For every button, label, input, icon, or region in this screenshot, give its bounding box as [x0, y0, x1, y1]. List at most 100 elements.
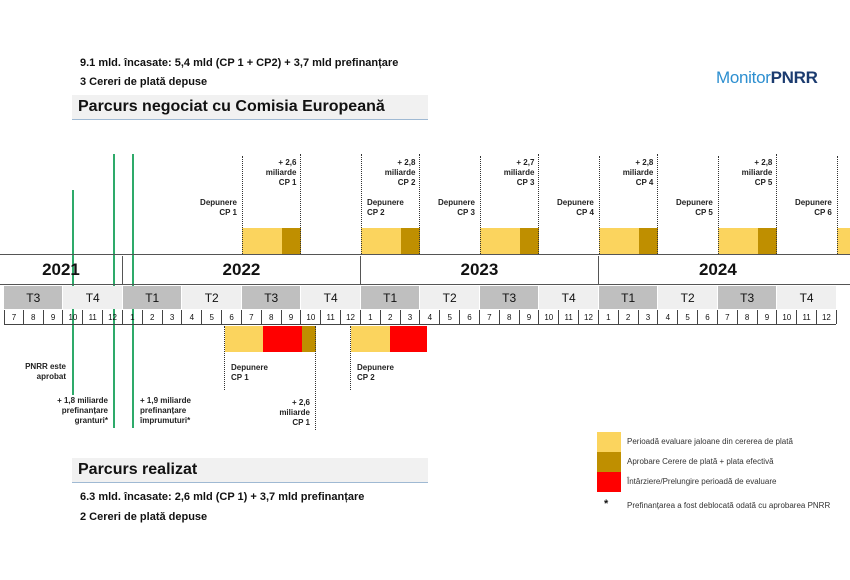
dotted-line — [598, 156, 600, 254]
month-cell: 5 — [678, 310, 699, 324]
month-cell: 6 — [698, 310, 718, 324]
month-cell: 2 — [619, 310, 639, 324]
month-cell: 9 — [44, 310, 64, 324]
planned-cp4-payment-label: + 2,8 miliarde CP 4 — [622, 158, 654, 187]
legend-label: Aprobare Cerere de plată + plata efectiv… — [627, 457, 774, 466]
planned-cp4-payment — [638, 228, 659, 254]
legend-label: Întârziere/Prelungire perioadă de evalua… — [627, 477, 777, 486]
legend-label: Perioadă evaluare jaloane din cererea de… — [627, 437, 793, 446]
logo-part2: PNRR — [770, 68, 818, 87]
dotted-line — [241, 156, 243, 254]
quarter-cell: T1 — [122, 286, 183, 309]
month-cell: 10 — [777, 310, 798, 324]
planned-cp3-payment — [519, 228, 540, 254]
planned-cp5-payment — [757, 228, 778, 254]
planned-cp5-evaluation — [717, 228, 758, 254]
month-cell: 1 — [361, 310, 381, 324]
dotted-line — [717, 156, 719, 254]
quarter-cell: T1 — [598, 286, 659, 309]
month-row-border — [4, 324, 836, 325]
month-cell: 8 — [500, 310, 520, 324]
planned-cp4-evaluation — [598, 228, 639, 254]
planned-cp1-payment-label: + 2,6 miliarde CP 1 — [265, 158, 297, 187]
year-2024: 2024 — [698, 260, 737, 279]
month-cell: 7 — [4, 310, 24, 324]
quarter-cell: T4 — [539, 286, 599, 309]
dotted-line — [776, 154, 778, 254]
dotted-line — [300, 154, 302, 254]
month-cell: 11 — [321, 310, 342, 324]
planned-cp2-submission-label: Depunere CP 2 — [366, 198, 404, 217]
month-cell: 12 — [103, 310, 123, 324]
dotted-line — [224, 326, 225, 390]
legend-swatch — [597, 452, 621, 472]
asterisk-icon: * — [604, 498, 609, 510]
planned-cp3-submission-label: Depunere CP 3 — [438, 198, 475, 217]
planned-cp2-evaluation — [360, 228, 401, 254]
pnrr-approved-label: PNRR este aprobat — [25, 362, 66, 381]
planned-cp1-evaluation — [241, 228, 282, 254]
legend-note: Prefinanțarea a fost deblocată odată cu … — [627, 501, 831, 510]
planned-cp1-submission-label: Depunere CP 1 — [200, 198, 237, 217]
planned-cp6-submission-label: Depunere CP 6 — [794, 198, 832, 217]
actual-cp1-payment-label: + 2,6 miliarde CP 1 — [279, 398, 310, 427]
month-cell: 3 — [163, 310, 183, 324]
planned-cp3-payment-label: + 2,7 miliarde CP 3 — [503, 158, 535, 187]
dotted-line — [419, 154, 421, 254]
quarter-cell: T4 — [301, 286, 361, 309]
month-cell: 11 — [83, 310, 104, 324]
month-cell: 10 — [63, 310, 84, 324]
month-cell: 6 — [460, 310, 480, 324]
dotted-line — [657, 154, 659, 254]
timeline-top-border — [0, 254, 850, 255]
planned-cp2-payment — [400, 228, 421, 254]
actual-title: Parcurs realizat — [72, 458, 428, 483]
planned-requests: 3 Cereri de plată depuse — [80, 76, 208, 88]
dotted-line — [350, 326, 351, 390]
month-cell: 8 — [738, 310, 758, 324]
month-cell: 8 — [262, 310, 282, 324]
quarter-cell: T3 — [479, 286, 540, 309]
logo: MonitorPNRR — [716, 68, 818, 88]
planned-cp6-evaluation — [836, 228, 850, 254]
grants-prefinancing-label: + 1,8 miliarde prefinanțare granturi* — [57, 396, 108, 425]
month-cell: 9 — [758, 310, 778, 324]
month-cell: 6 — [222, 310, 242, 324]
month-cell: 1 — [599, 310, 619, 324]
actual-cp2-delay — [390, 326, 427, 352]
month-cell: 12 — [341, 310, 361, 324]
loans-prefinancing-label: + 1,9 miliarde prefinanțare împrumuturi* — [140, 396, 191, 425]
actual-cp2-submission-label: Depunere CP 2 — [357, 363, 394, 382]
quarter-cell: T1 — [360, 286, 421, 309]
month-cell: 11 — [559, 310, 580, 324]
month-cell: 4 — [182, 310, 203, 324]
month-cell: 7 — [242, 310, 262, 324]
planned-summary: 9.1 mld. încasate: 5,4 mld (CP 1 + CP2) … — [80, 57, 399, 69]
month-cell: 12 — [817, 310, 837, 324]
quarter-cell: T3 — [241, 286, 302, 309]
month-cell: 4 — [420, 310, 441, 324]
planned-cp2-payment-label: + 2,8 miliarde CP 2 — [384, 158, 416, 187]
actual-cp2-evaluation — [351, 326, 390, 352]
actual-cp1-delay — [263, 326, 302, 352]
planned-cp6-payment-label: + 3,2miliardeCP 6 — [841, 158, 850, 188]
year-row-border — [0, 284, 850, 285]
year-2021: 2021 — [0, 256, 123, 284]
month-cell: 5 — [440, 310, 461, 324]
month-cell: 5 — [202, 310, 223, 324]
dotted-line — [360, 154, 362, 254]
actual-cp1-payment — [302, 326, 316, 352]
month-cell: 9 — [520, 310, 540, 324]
month-cell: 10 — [301, 310, 322, 324]
quarter-cell: T2 — [182, 286, 242, 309]
actual-summary: 6.3 mld. încasate: 2,6 mld (CP 1) + 3,7 … — [80, 491, 365, 503]
quarter-cell: T2 — [658, 286, 718, 309]
quarter-cell: T4 — [777, 286, 837, 309]
dotted-line — [315, 326, 316, 430]
planned-cp5-submission-label: Depunere CP 5 — [675, 198, 713, 217]
dotted-line — [836, 156, 838, 254]
month-cell: 7 — [718, 310, 738, 324]
quarter-cell: T3 — [4, 286, 64, 309]
year-2023: 2023 — [361, 256, 599, 284]
